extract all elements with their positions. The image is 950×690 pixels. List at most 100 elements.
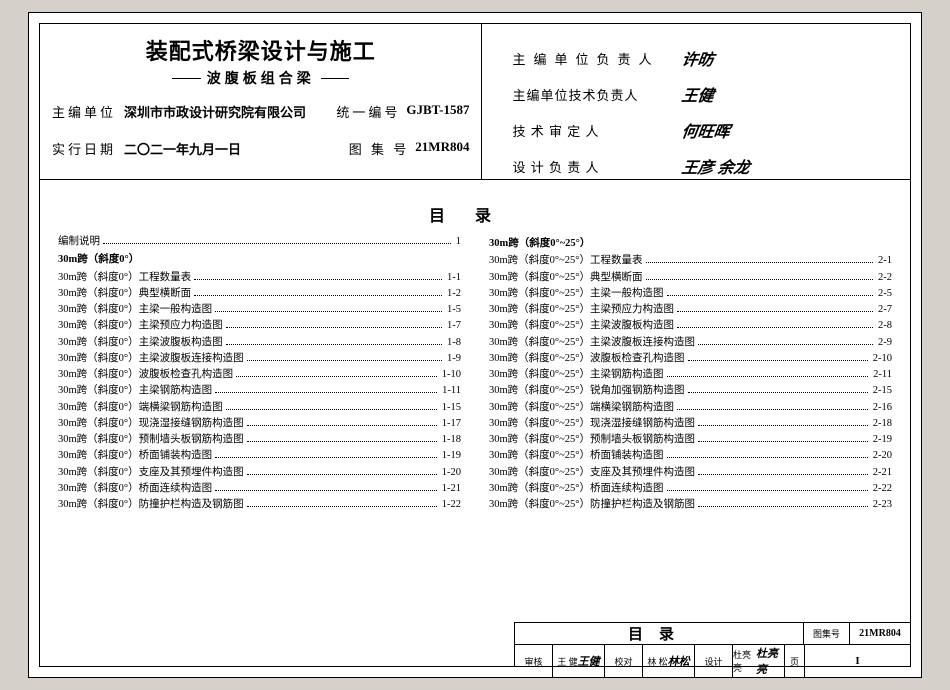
- toc-page: 2-23: [871, 497, 892, 513]
- signer-role: 主编单位负责人: [512, 49, 682, 68]
- toc-dots: [667, 490, 868, 491]
- header-right: 主编单位负责人许昉主编单位技术负责人王健技 术 审 定 人何旺晖设 计 负 责 …: [482, 24, 910, 179]
- toc-line: 30m跨（斜度0°~25°）主梁一般构造图2-5: [489, 286, 892, 302]
- toc-page: 2-19: [871, 432, 892, 448]
- header-left: 装配式桥梁设计与施工 波腹板组合梁 主编单位 深圳市市政设计研究院有限公司 统一…: [40, 24, 482, 179]
- atlas-value: 21MR804: [415, 139, 469, 158]
- toc-page: 1-17: [440, 416, 461, 432]
- review-label: 审核: [515, 645, 553, 677]
- toc-page: 1-21: [440, 481, 461, 497]
- toc-dots: [215, 392, 437, 393]
- toc-line: 30m跨（斜度0°~25°）工程数量表2-1: [489, 253, 892, 269]
- date-value: 二〇二一年九月一日: [124, 139, 241, 158]
- org-label: 主编单位: [52, 102, 116, 121]
- toc-page: 2-22: [871, 481, 892, 497]
- header: 装配式桥梁设计与施工 波腹板组合梁 主编单位 深圳市市政设计研究院有限公司 统一…: [40, 24, 910, 180]
- toc-dots: [688, 392, 868, 393]
- toc-dots: [247, 360, 442, 361]
- toc-line: 编制说明 1: [58, 234, 461, 250]
- toc-dots: [677, 327, 873, 328]
- toc-dots: [698, 506, 868, 507]
- toc-page: 2-10: [871, 351, 892, 367]
- toc-dots: [194, 279, 442, 280]
- toc-dots: [698, 344, 873, 345]
- review-name: 王 健 王健: [553, 645, 605, 677]
- toc-page: 1-8: [445, 335, 461, 351]
- toc-page: 2-20: [871, 448, 892, 464]
- toc-dots: [194, 295, 442, 296]
- toc-line: 30m跨（斜度0°~25°）主梁钢筋构造图 2-11: [489, 367, 892, 383]
- toc-line: 30m跨（斜度0°）防撞护栏构造及钢筋图1-22: [58, 497, 461, 513]
- code-value: GJBT-1587: [406, 102, 469, 121]
- signer-row: 主编单位技术负责人王健: [512, 82, 892, 106]
- toc-line: 30m跨（斜度0°）现浇湿接缝钢筋构造图1-17: [58, 416, 461, 432]
- toc-page: 1-18: [440, 432, 461, 448]
- signer-signature: 王彦 余龙: [681, 154, 752, 178]
- toc-line: 30m跨（斜度0°~25°）桥面铺装构造图2-20: [489, 448, 892, 464]
- toc-line: 30m跨（斜度0°）支座及其预埋件构造图 1-20: [58, 465, 461, 481]
- toc-text: 30m跨（斜度0°）主梁波腹板连接构造图: [58, 351, 244, 367]
- toc-text: 编制说明: [58, 234, 100, 250]
- toc-page: 1-20: [440, 465, 461, 481]
- design-name: 杜亮亮 杜亮亮: [733, 645, 785, 677]
- date-label: 实行日期: [52, 139, 116, 158]
- code-label: 统一编号: [336, 102, 400, 121]
- toc-dots: [247, 474, 437, 475]
- toc-dots: [247, 441, 437, 442]
- toc-dots: [698, 474, 868, 475]
- toc: 编制说明130m跨（斜度0°）30m跨（斜度0°）工程数量表1-130m跨（斜度…: [58, 234, 892, 618]
- toc-heading: 30m跨（斜度0°）: [58, 252, 461, 268]
- toc-page: 2-5: [876, 286, 892, 302]
- toc-text: 30m跨（斜度0°）桥面连续构造图: [58, 481, 212, 497]
- toc-text: 30m跨（斜度0°~25°）工程数量表: [489, 253, 643, 269]
- toc-text: 30m跨（斜度0°~25°）预制墙头板钢筋构造图: [489, 432, 695, 448]
- toc-page: 2-7: [876, 302, 892, 318]
- toc-text: 30m跨（斜度0°~25°）桥面连续构造图: [489, 481, 664, 497]
- signer-row: 技 术 审 定 人何旺晖: [512, 118, 892, 142]
- toc-page: 2-15: [871, 383, 892, 399]
- page-value: I: [805, 645, 910, 677]
- signer-role: 技 术 审 定 人: [512, 121, 682, 140]
- toc-page: 1-1: [445, 270, 461, 286]
- toc-text: 30m跨（斜度0°~25°）端横梁钢筋构造图: [489, 400, 674, 416]
- toc-page: 1-11: [440, 383, 461, 399]
- toc-page: 2-16: [871, 400, 892, 416]
- toc-text: 30m跨（斜度0°~25°）主梁钢筋构造图: [489, 367, 664, 383]
- toc-dots: [247, 506, 437, 507]
- footer-atlas-value: 21MR804: [850, 623, 910, 644]
- toc-page: 2-18: [871, 416, 892, 432]
- toc-line: 30m跨（斜度0°~25°）预制墙头板钢筋构造图 2-19: [489, 432, 892, 448]
- title-sub: 波腹板组合梁: [52, 68, 469, 88]
- toc-text: 30m跨（斜度0°）支座及其预埋件构造图: [58, 465, 244, 481]
- toc-dots: [688, 360, 868, 361]
- toc-dots: [698, 425, 868, 426]
- toc-line: 30m跨（斜度0°）主梁一般构造图1-5: [58, 302, 461, 318]
- toc-text: 30m跨（斜度0°）主梁波腹板构造图: [58, 335, 223, 351]
- toc-dots: [226, 409, 437, 410]
- toc-line: 30m跨（斜度0°~25°）防撞护栏构造及钢筋图2-23: [489, 497, 892, 513]
- signer-signature: 王健: [681, 82, 716, 106]
- toc-page: 1-2: [445, 286, 461, 302]
- toc-page: 1: [454, 234, 461, 250]
- toc-line: 30m跨（斜度0°~25°）支座及其预埋件构造图2-21: [489, 465, 892, 481]
- org-value: 深圳市市政设计研究院有限公司: [124, 102, 306, 121]
- toc-dots: [677, 311, 873, 312]
- title-main: 装配式桥梁设计与施工: [52, 34, 469, 66]
- toc-line: 30m跨（斜度0°）工程数量表 1-1: [58, 270, 461, 286]
- toc-line: 30m跨（斜度0°~25°）主梁波腹板连接构造图2-9: [489, 335, 892, 351]
- toc-line: 30m跨（斜度0°）桥面铺装构造图1-19: [58, 448, 461, 464]
- page-label: 页: [785, 645, 805, 677]
- toc-text: 30m跨（斜度0°）主梁钢筋构造图: [58, 383, 212, 399]
- toc-line: 30m跨（斜度0°）典型横断面1-2: [58, 286, 461, 302]
- toc-page: 2-9: [876, 335, 892, 351]
- toc-text: 30m跨（斜度0°）主梁预应力构造图: [58, 318, 223, 334]
- toc-line: 30m跨（斜度0°）预制墙头板钢筋构造图1-18: [58, 432, 461, 448]
- toc-line: 30m跨（斜度0°~25°）现浇湿接缝钢筋构造图2-18: [489, 416, 892, 432]
- toc-page: 1-22: [440, 497, 461, 513]
- toc-page: 2-11: [871, 367, 892, 383]
- toc-right-column: 30m跨（斜度0°~25°）30m跨（斜度0°~25°）工程数量表2-130m跨…: [489, 234, 892, 618]
- toc-page: 1-10: [440, 367, 461, 383]
- toc-text: 30m跨（斜度0°）工程数量表: [58, 270, 191, 286]
- design-label: 设计: [695, 645, 733, 677]
- toc-page: 1-15: [440, 400, 461, 416]
